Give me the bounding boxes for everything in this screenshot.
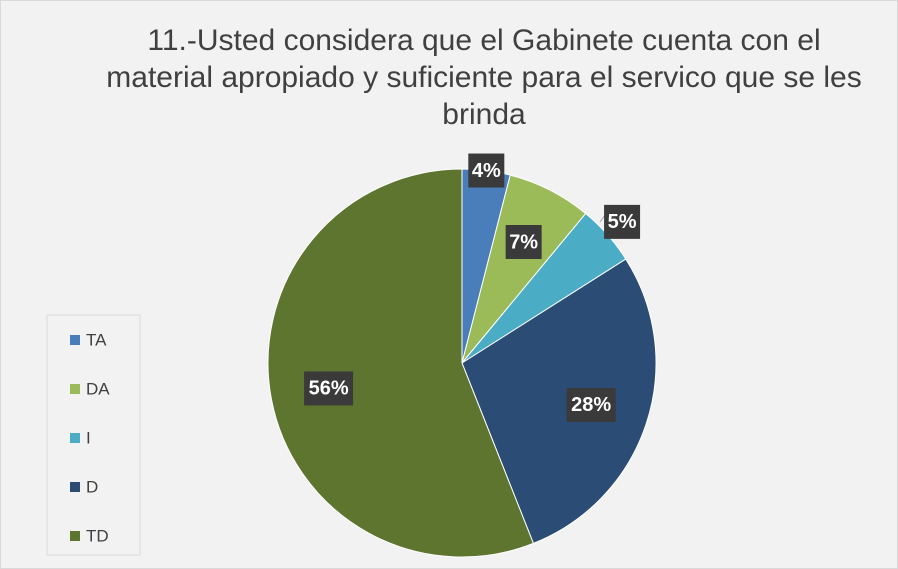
data-label-box (604, 204, 641, 239)
pie-slice (461, 258, 657, 545)
data-label-box (566, 387, 616, 422)
legend-swatch (70, 531, 80, 541)
chart-title: 11.-Usted considera que el Gabinete cuen… (106, 24, 862, 131)
legend-label: I (86, 428, 91, 447)
legend-box (46, 314, 141, 556)
data-label-box (505, 225, 542, 260)
data-label-box (468, 153, 505, 188)
legend-label: DA (86, 379, 110, 398)
data-label: 56% (309, 378, 349, 400)
legend-label: TD (86, 526, 109, 545)
data-label: 7% (509, 231, 538, 253)
data-label: 4% (472, 160, 501, 182)
legend-label: TA (86, 330, 107, 349)
pie-slice (267, 168, 535, 558)
data-label-box (304, 371, 354, 406)
legend-swatch (70, 335, 80, 345)
legend-swatch (70, 433, 80, 443)
data-label: 28% (571, 394, 611, 416)
data-label: 5% (608, 211, 637, 233)
legend-label: D (86, 477, 98, 496)
legend-swatch (70, 384, 80, 394)
legend-swatch (70, 482, 80, 492)
